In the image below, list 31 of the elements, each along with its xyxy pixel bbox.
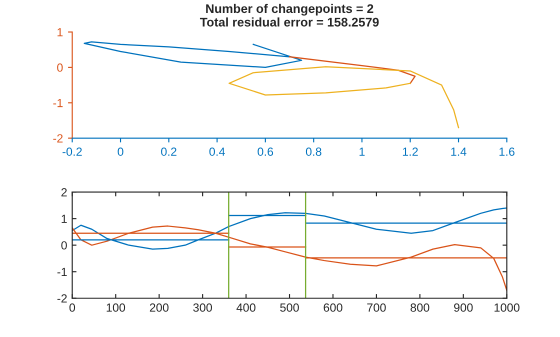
x-tick-label: 1 xyxy=(360,148,365,156)
y-tick-label: -2 xyxy=(57,294,67,303)
y-tick-label: -2 xyxy=(53,134,63,142)
x-tick-label: 100 xyxy=(106,303,126,312)
x-tick-label: 700 xyxy=(367,303,386,312)
x-tick-label: 1.2 xyxy=(402,148,418,156)
y-tick-label: -1 xyxy=(53,98,63,108)
x-tick-label: 0 xyxy=(69,303,76,312)
y-tick-label: 1 xyxy=(58,28,63,36)
x-tick-label: 1000 xyxy=(494,303,520,312)
y-tick-label: 2 xyxy=(61,188,67,196)
x-tick-label: 800 xyxy=(410,303,430,312)
x-tick-label: 0 xyxy=(118,148,124,156)
x-tick-label: 400 xyxy=(236,303,256,312)
y-tick-label: 0 xyxy=(57,63,63,72)
x-tick-label: 500 xyxy=(280,303,299,312)
x-tick-label: 600 xyxy=(324,303,342,312)
y-tick-label: 1 xyxy=(62,214,67,223)
chart-title: Number of changepoints = 2 Total residual error = 158.2579 xyxy=(200,4,379,27)
x-tick-label: 0.8 xyxy=(306,148,322,156)
x-tick-label: 300 xyxy=(193,303,212,312)
y-tick-label: -1 xyxy=(57,268,67,276)
x-tick-label: 1.4 xyxy=(451,148,466,156)
x-tick-label: 900 xyxy=(454,303,473,312)
x-tick-label: 1.6 xyxy=(499,148,514,156)
x-tick-label: 0.6 xyxy=(258,148,274,156)
y-tick-label: 0 xyxy=(61,241,67,250)
x-tick-label: -0.2 xyxy=(62,148,82,156)
x-tick-label: 0.4 xyxy=(209,148,225,156)
x-tick-label: 200 xyxy=(150,303,169,312)
x-tick-label: 0.2 xyxy=(161,148,176,156)
